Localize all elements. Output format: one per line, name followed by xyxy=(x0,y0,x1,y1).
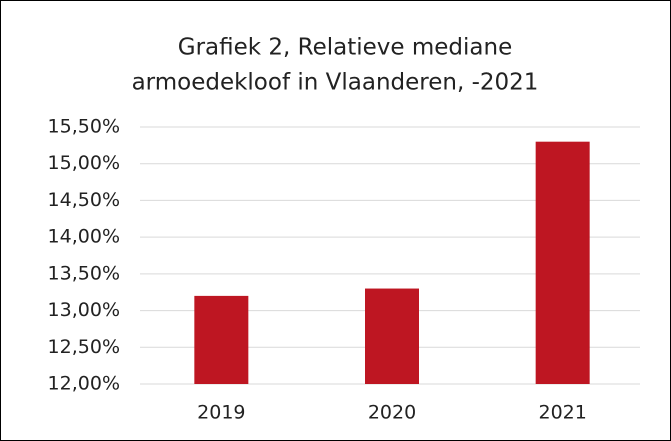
y-tick-label: 13,00% xyxy=(48,299,120,321)
chart-title: Grafiek 2, Relatieve mediane xyxy=(178,35,512,61)
x-tick-label: 2020 xyxy=(368,402,416,424)
x-tick-label: 2019 xyxy=(197,402,245,424)
y-tick-label: 14,00% xyxy=(48,226,120,248)
y-tick-label: 13,50% xyxy=(48,262,120,284)
bar xyxy=(194,295,249,384)
bar xyxy=(535,141,590,384)
x-tick-label: 2021 xyxy=(538,402,586,424)
y-tick-label: 12,00% xyxy=(48,373,120,395)
bar xyxy=(365,288,419,384)
y-tick-label: 12,50% xyxy=(48,336,120,358)
y-tick-label: 14,50% xyxy=(48,189,120,211)
chart-title: armoedekloof in Vlaanderen, -2021 xyxy=(132,70,539,96)
y-tick-label: 15,00% xyxy=(48,152,120,174)
y-tick-label: 15,50% xyxy=(48,116,120,138)
